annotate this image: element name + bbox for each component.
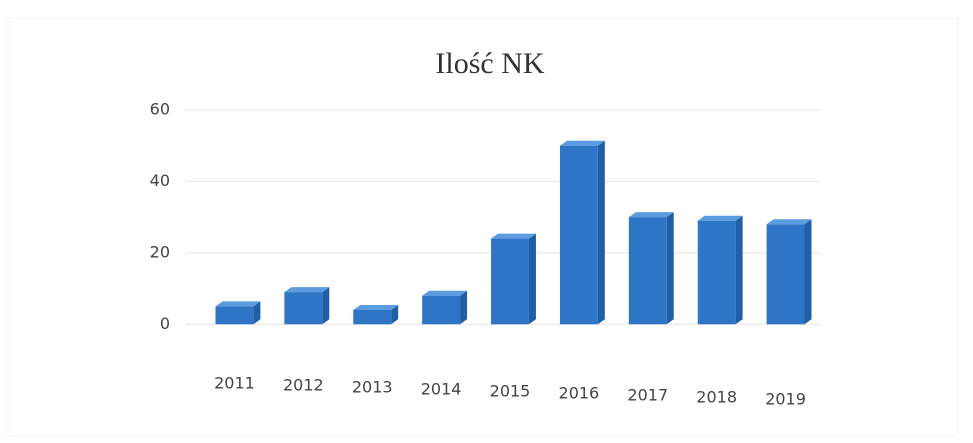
bar-side	[528, 233, 536, 325]
bar	[697, 220, 736, 325]
bar	[215, 306, 254, 325]
bar-top	[284, 287, 330, 293]
bar	[284, 292, 323, 325]
x-tick-label: 2013	[352, 378, 393, 397]
x-tick-label: 2017	[627, 386, 668, 405]
bar-side	[322, 287, 330, 325]
bar-top	[559, 140, 605, 146]
bar	[422, 295, 461, 325]
y-tick-label: 20	[150, 242, 170, 261]
bar-top	[697, 215, 743, 221]
bar	[766, 224, 805, 325]
x-tick-label: 2011	[214, 374, 255, 393]
bar-top	[628, 212, 674, 218]
bar-side	[460, 290, 468, 325]
bar-top	[422, 290, 468, 296]
x-tick-label: 2019	[765, 390, 806, 409]
x-tick-label: 2015	[490, 382, 531, 401]
bar-top	[766, 219, 812, 225]
bar-top	[491, 233, 536, 239]
bar-side	[666, 212, 674, 325]
bar	[491, 238, 529, 325]
y-tick-label: 60	[150, 100, 170, 119]
bar-side	[735, 215, 743, 325]
x-tick-label: 2014	[421, 380, 462, 399]
y-tick-label: 0	[160, 314, 170, 333]
bar-side	[391, 305, 399, 325]
chart-area	[7, 17, 959, 437]
chart-title: Ilość NK	[435, 47, 544, 80]
bar-side	[253, 301, 261, 325]
bar	[628, 217, 667, 325]
bar-top	[215, 301, 261, 307]
bar-top	[353, 305, 399, 310]
bar-side	[804, 219, 812, 325]
bar	[353, 310, 392, 325]
x-tick-label: 2018	[696, 388, 737, 407]
x-tick-label: 2012	[283, 376, 324, 395]
bar-side	[597, 140, 605, 325]
x-tick-label: 2016	[559, 384, 600, 403]
y-tick-label: 40	[150, 171, 170, 190]
bar	[559, 145, 598, 325]
